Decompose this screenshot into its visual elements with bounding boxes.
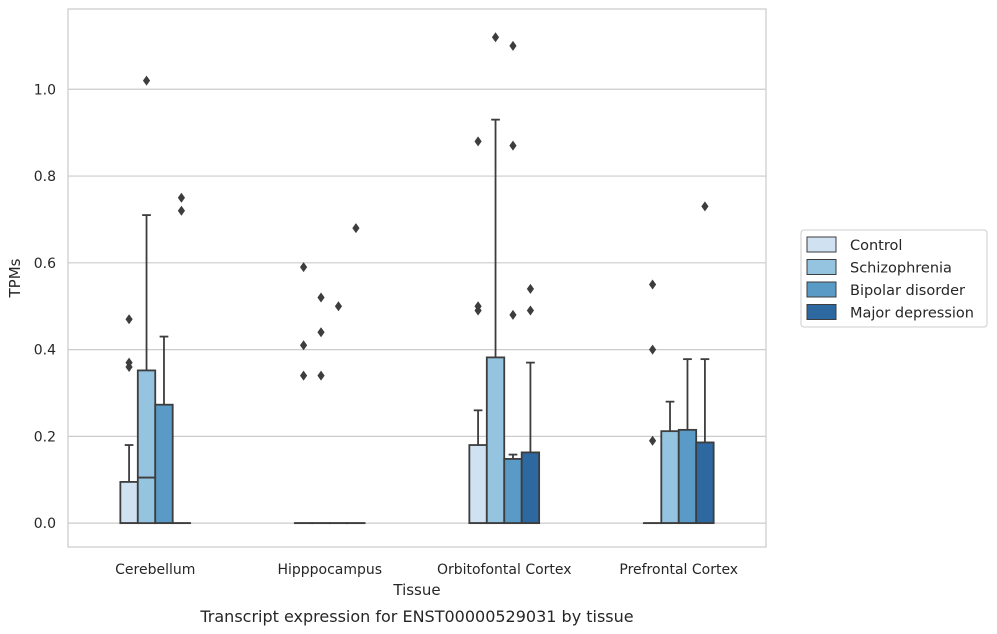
legend-label: Major depression xyxy=(850,306,974,322)
outlier-point xyxy=(125,357,133,368)
outlier-point xyxy=(474,136,482,147)
chart-caption: Transcript expression for ENST0000052903… xyxy=(199,607,633,626)
legend-label: Control xyxy=(850,238,902,254)
y-tick-label: 0.4 xyxy=(34,343,56,359)
boxes xyxy=(119,32,715,525)
outlier-point xyxy=(509,140,517,151)
outlier-point xyxy=(352,223,360,234)
y-tick-label: 0.8 xyxy=(34,169,56,185)
outlier-point xyxy=(648,435,657,446)
legend-swatch xyxy=(806,304,837,320)
plot-area-frame xyxy=(67,8,767,548)
legend-label: Schizophrenia xyxy=(850,261,952,277)
box-group xyxy=(520,283,541,525)
box-group xyxy=(468,136,488,525)
box xyxy=(119,481,139,525)
outlier-point xyxy=(701,201,709,212)
box-group xyxy=(293,262,314,525)
outlier-point xyxy=(509,309,517,320)
box xyxy=(485,356,506,525)
x-axis-label: Tissue xyxy=(392,581,440,599)
outlier-point xyxy=(125,314,133,325)
box-group xyxy=(154,335,174,525)
outlier-point xyxy=(299,262,308,273)
y-axis-ticks: 0.0 0.2 0.4 0.6 0.8 1.0 xyxy=(34,82,56,532)
box-group xyxy=(485,32,506,525)
box-group xyxy=(136,75,157,525)
box-group xyxy=(171,192,192,525)
box-group xyxy=(503,40,523,525)
outlier-point xyxy=(299,340,308,351)
outlier-point xyxy=(177,205,186,216)
legend-frame xyxy=(800,229,988,328)
y-tick-label: 0.6 xyxy=(34,256,56,272)
box xyxy=(468,444,488,525)
x-axis-ticks: Cerebellum Hipppocampus Orbitofontal Corte… xyxy=(115,562,738,578)
x-tick-label: Cerebellum xyxy=(115,562,195,578)
box xyxy=(136,369,157,525)
legend-swatch xyxy=(806,281,837,298)
legend-swatch xyxy=(806,236,837,253)
box xyxy=(154,403,174,525)
box-group xyxy=(677,358,698,525)
box xyxy=(503,458,523,525)
outlier-point xyxy=(299,370,308,381)
box-group xyxy=(328,301,349,525)
box-group xyxy=(695,201,715,525)
y-tick-label: 0.2 xyxy=(34,429,56,445)
box xyxy=(660,430,680,525)
outlier-point xyxy=(317,292,325,303)
outlier-point xyxy=(317,327,325,338)
outlier-point xyxy=(177,192,186,203)
outlier-point xyxy=(474,301,482,312)
y-tick-label: 0.0 xyxy=(34,516,56,532)
box xyxy=(677,428,698,525)
legend-swatch xyxy=(806,259,837,275)
outlier-point xyxy=(648,279,657,290)
outlier-point xyxy=(526,283,535,294)
outlier-point xyxy=(334,301,343,312)
outlier-point xyxy=(509,40,517,51)
outlier-point xyxy=(648,344,657,355)
legend-label: Bipolar disorder xyxy=(850,283,965,299)
legend: Control Schizophrenia Bipolar disorder Majo… xyxy=(800,229,988,328)
outlier-point xyxy=(491,32,500,43)
x-tick-label: Prefrontal Cortex xyxy=(619,562,738,578)
outlier-point xyxy=(317,370,325,381)
box xyxy=(520,451,541,525)
outlier-point xyxy=(526,305,535,316)
box-group xyxy=(642,279,663,525)
box-group xyxy=(311,292,331,525)
box-group xyxy=(119,314,139,525)
outlier-point xyxy=(142,75,151,86)
box-group xyxy=(346,223,366,525)
x-tick-label: Orbitofontal Cortex xyxy=(437,562,572,578)
box xyxy=(695,441,715,525)
box-group xyxy=(660,400,680,525)
x-tick-label: Hipppocampus xyxy=(277,562,382,578)
y-axis-label: TPMs xyxy=(6,258,24,298)
y-tick-label: 1.0 xyxy=(34,82,56,98)
